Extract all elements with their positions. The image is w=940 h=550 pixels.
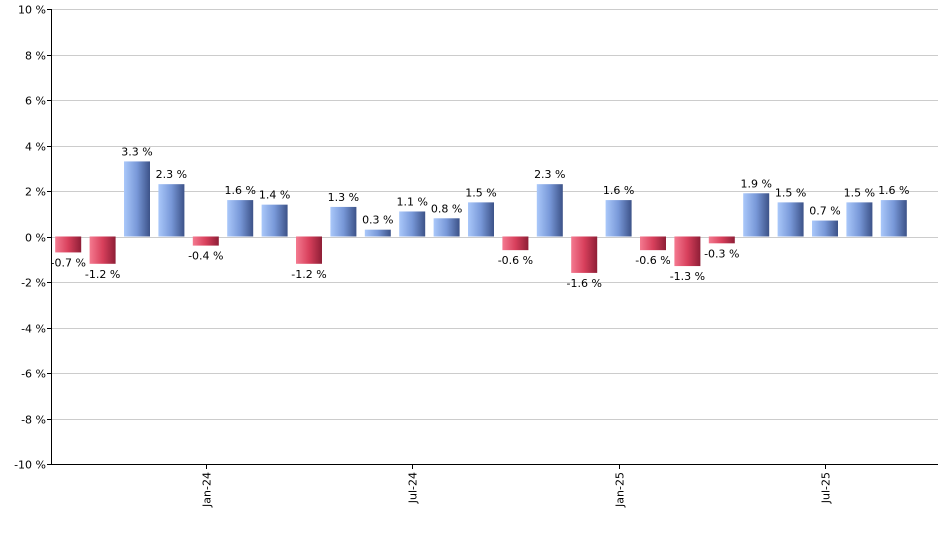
bar-value-label: -1.6 % bbox=[566, 277, 601, 290]
y-tick-label: -4 % bbox=[21, 323, 46, 336]
y-tick-label: 0 % bbox=[25, 232, 46, 245]
bar bbox=[605, 200, 632, 237]
bar-value-label: -1.2 % bbox=[291, 268, 326, 281]
bar-value-label: 3.3 % bbox=[121, 145, 152, 158]
y-tick-label: 6 % bbox=[25, 95, 46, 108]
bar bbox=[674, 236, 701, 267]
bar bbox=[158, 184, 185, 237]
bars bbox=[55, 161, 907, 273]
x-tick-label: Jul-25 bbox=[820, 472, 833, 504]
gridlines bbox=[51, 9, 938, 465]
bar bbox=[880, 200, 907, 237]
bar bbox=[192, 236, 219, 246]
labels: 10 % 8 % 6 % 4 % 2 % 0 % -2 % -4 % -6 % -8 % -10 %… bbox=[14, 4, 909, 508]
x-tick-label: Jan-25 bbox=[614, 472, 627, 508]
bar-value-label: -0.7 % bbox=[50, 256, 85, 269]
y-tick-label: 2 % bbox=[25, 186, 46, 199]
y-tick-label: 4 % bbox=[25, 141, 46, 154]
bar bbox=[502, 236, 529, 251]
bar bbox=[846, 202, 873, 237]
bar bbox=[536, 184, 563, 237]
bar bbox=[399, 211, 426, 237]
bar bbox=[55, 236, 82, 253]
bar-value-label: 1.5 % bbox=[844, 186, 875, 199]
bar bbox=[124, 161, 150, 237]
bar-value-label: 1.5 % bbox=[775, 186, 806, 199]
bar-value-label: 0.3 % bbox=[362, 214, 393, 227]
bar-value-label: -1.2 % bbox=[85, 268, 120, 281]
bar-value-label: -0.6 % bbox=[635, 254, 670, 267]
bar bbox=[708, 236, 735, 244]
bar bbox=[571, 236, 598, 273]
bar bbox=[296, 236, 322, 264]
bar-value-label: 0.7 % bbox=[809, 205, 840, 218]
bar bbox=[468, 202, 494, 237]
y-tick-label: -10 % bbox=[14, 459, 46, 472]
bar bbox=[433, 218, 460, 237]
bar bbox=[261, 204, 288, 237]
bar-value-label: -1.3 % bbox=[670, 270, 705, 283]
bar-value-label: 0.8 % bbox=[431, 202, 462, 215]
y-tick-label: -8 % bbox=[21, 414, 46, 427]
bar-value-label: 1.3 % bbox=[328, 191, 359, 204]
bar bbox=[777, 202, 804, 237]
bar bbox=[812, 220, 838, 237]
x-tick-label: Jul-24 bbox=[407, 472, 420, 504]
bar bbox=[330, 206, 357, 237]
bar-value-label: 1.5 % bbox=[465, 186, 496, 199]
y-tick-label: 10 % bbox=[18, 4, 46, 17]
y-tick-label: -6 % bbox=[21, 368, 46, 381]
bar bbox=[227, 200, 254, 237]
x-tick-label: Jan-24 bbox=[201, 472, 214, 508]
bar bbox=[89, 236, 116, 264]
bar-value-label: 1.9 % bbox=[740, 177, 771, 190]
bar-value-label: 2.3 % bbox=[534, 168, 565, 181]
y-tick-label: 8 % bbox=[25, 50, 46, 63]
bar-value-label: 1.6 % bbox=[603, 184, 634, 197]
bar bbox=[743, 193, 770, 237]
bar-value-label: 1.6 % bbox=[224, 184, 255, 197]
bar bbox=[364, 229, 391, 237]
bar-value-label: 1.4 % bbox=[259, 189, 290, 202]
bar bbox=[640, 236, 666, 251]
bar-value-label: -0.6 % bbox=[498, 254, 533, 267]
bar-value-label: 2.3 % bbox=[156, 168, 187, 181]
bar-value-label: -0.3 % bbox=[704, 247, 739, 260]
bar-value-label: 1.6 % bbox=[878, 184, 909, 197]
axes bbox=[47, 9, 938, 469]
bar-value-label: 1.1 % bbox=[396, 195, 427, 208]
y-tick-label: -2 % bbox=[21, 277, 46, 290]
bar-value-label: -0.4 % bbox=[188, 250, 223, 263]
